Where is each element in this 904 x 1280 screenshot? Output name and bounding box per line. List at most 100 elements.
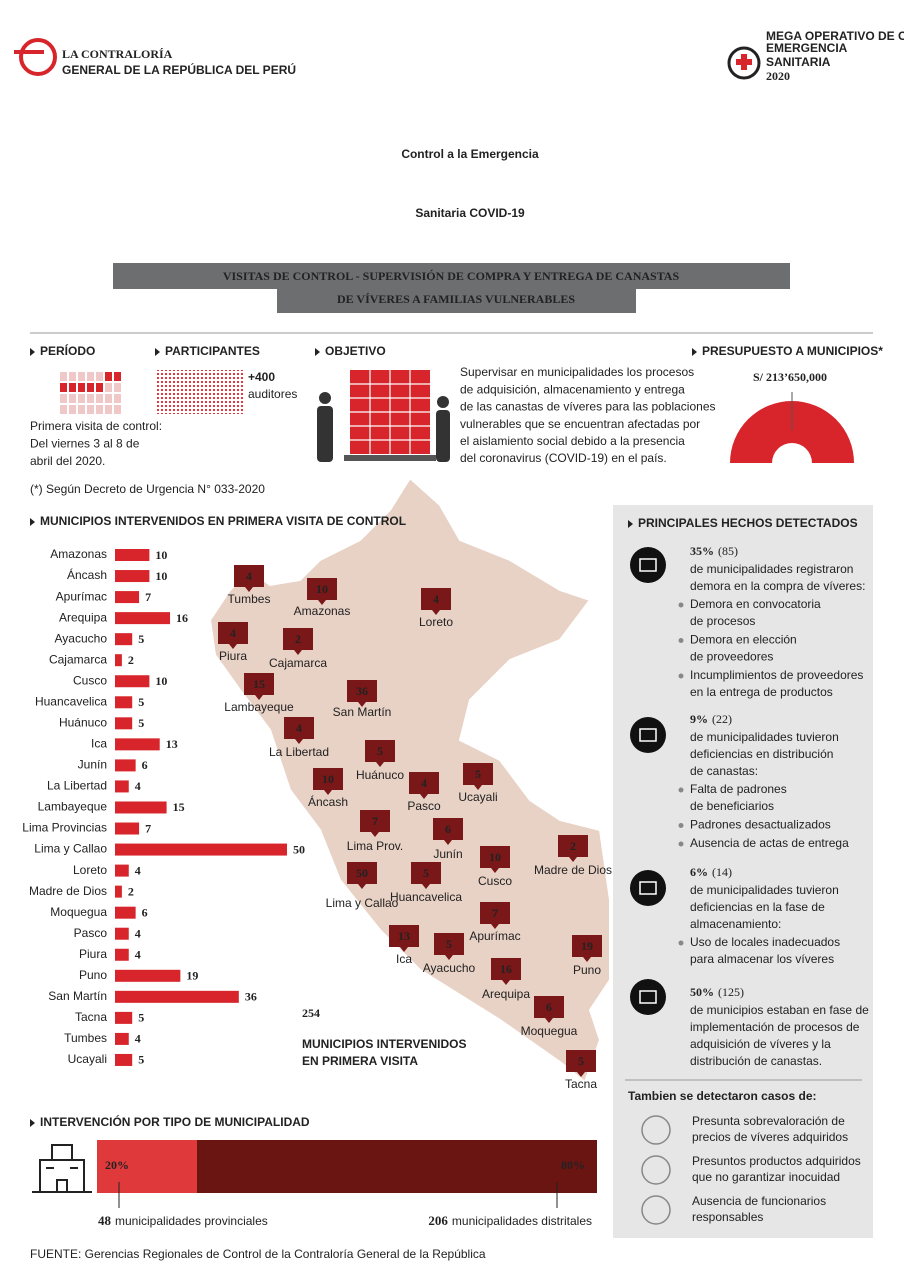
category-label: Amazonas <box>50 547 107 561</box>
bullet-arrow <box>30 1119 35 1127</box>
fact-count: (85) <box>718 544 738 558</box>
fact-item: Falta de padrones <box>690 782 787 796</box>
participants-dots <box>157 370 243 414</box>
fact-text: deficiencias en la fase de <box>690 900 825 914</box>
fact-icon-glyph <box>639 990 657 1004</box>
marker-value: 10 <box>489 850 501 864</box>
marker-name: Ica <box>396 952 412 966</box>
calendar-day <box>60 405 67 414</box>
value-label: 6 <box>142 758 148 772</box>
marker-value: 4 <box>433 592 439 606</box>
bar <box>115 906 136 919</box>
marker-value: 6 <box>445 822 451 836</box>
footnote: (*) Según Decreto de Urgencia N° 033-202… <box>30 482 265 496</box>
fact-item: de beneficiarios <box>690 799 774 813</box>
marker-name: San Martín <box>333 705 392 719</box>
marker-value: 50 <box>356 866 368 880</box>
segment-count: 48 <box>98 1213 112 1228</box>
fact-icon-glyph <box>639 728 657 742</box>
marker-box <box>480 846 510 873</box>
fact-item: Ausencia de actas de entrega <box>690 836 849 850</box>
marker-value: 19 <box>581 939 593 953</box>
calendar-day <box>69 383 76 392</box>
section-heading: OBJETIVO <box>325 344 386 358</box>
fact-headline: 35% (85) <box>690 544 738 558</box>
marker-box <box>218 622 248 649</box>
other-icon <box>641 1155 671 1185</box>
marker-box <box>491 958 521 985</box>
marker-value: 5 <box>475 767 481 781</box>
fact-icon-glyph <box>639 881 657 895</box>
bar <box>115 612 171 625</box>
bar <box>115 948 129 961</box>
marker-name: Ayacucho <box>423 961 476 975</box>
building <box>51 1144 73 1161</box>
category-label: Moquegua <box>50 905 107 919</box>
value-label: 50 <box>293 842 305 856</box>
bullet-arrow <box>692 348 697 356</box>
fact-item: para almacenar los víveres <box>690 952 834 966</box>
segment-name: municipalidades provinciales <box>115 1214 268 1228</box>
bar <box>115 654 122 667</box>
bar <box>115 1053 133 1066</box>
category-label: Arequipa <box>59 610 107 624</box>
marker-name: Madre de Dios <box>534 863 612 877</box>
calendar-day <box>114 383 121 392</box>
bullet <box>678 638 684 643</box>
fact-item: Demora en convocatoria <box>690 597 821 611</box>
source: FUENTE: Gerencias Regionales de Control … <box>30 1247 486 1261</box>
value-label: 6 <box>142 905 148 919</box>
value-label: 7 <box>145 821 151 835</box>
other-text: responsables <box>692 1210 763 1224</box>
objective-text: del coronavirus (COVID-19) en el país. <box>460 451 667 465</box>
marker-name: Ucayali <box>458 790 497 804</box>
marker-value: 2 <box>570 839 576 853</box>
fact-item: Padrones desactualizados <box>690 818 831 832</box>
marker-value: 10 <box>316 582 328 596</box>
calendar-day <box>87 405 94 414</box>
marker-name: Huánuco <box>356 768 404 782</box>
calendar-day <box>96 383 103 392</box>
marker-name: Lima Prov. <box>347 839 403 853</box>
value-label: 4 <box>135 926 141 940</box>
building <box>32 1167 92 1193</box>
logo-subtitle: GENERAL DE LA REPÚBLICA DEL PERÚ <box>62 62 296 77</box>
subtitle: DE VÍVERES A FAMILIAS VULNERABLES <box>337 292 575 306</box>
box-lines <box>350 370 430 454</box>
fact-text: distribución de canastas. <box>690 1054 822 1068</box>
bar <box>115 696 133 709</box>
logo-mark <box>727 46 761 80</box>
category-label: Áncash <box>67 567 107 582</box>
category-label: Loreto <box>73 863 107 877</box>
total: 254 <box>302 1006 320 1020</box>
fact-headline: 9% (22) <box>690 712 732 726</box>
title: Control a la Emergencia <box>401 147 539 161</box>
budget-amount: S/ 213’650,000 <box>753 370 827 384</box>
fact-percent: 35% <box>690 544 714 558</box>
value-label: 5 <box>138 695 144 709</box>
fact-item: Demora en elección <box>690 633 797 647</box>
other-text: Presunta sobrevaloración de <box>692 1114 845 1128</box>
section-heading: PARTICIPANTES <box>165 344 260 358</box>
category-label: La Libertad <box>47 779 107 793</box>
period-text: abril del 2020. <box>30 454 105 468</box>
bar <box>115 864 129 877</box>
marker-value: 5 <box>578 1054 584 1068</box>
bar <box>115 717 133 730</box>
participants-count: +400 <box>248 370 275 384</box>
marker-box <box>534 996 564 1023</box>
bullet-arrow <box>30 348 35 356</box>
category-label: Madre de Dios <box>29 884 107 898</box>
marker-name: Amazonas <box>294 604 351 618</box>
value-label: 7 <box>145 590 151 604</box>
bar <box>115 990 239 1003</box>
calendar-day <box>69 372 76 381</box>
other-icon <box>641 1115 671 1145</box>
fact-text: de municipalidades tuvieron <box>690 883 839 897</box>
logo-right <box>727 46 761 80</box>
building-icon <box>32 1144 92 1193</box>
objective-text: Supervisar en municipalidades los proces… <box>460 365 694 379</box>
marker-name: Piura <box>219 649 247 663</box>
person <box>319 392 331 404</box>
marker-box <box>572 935 602 962</box>
